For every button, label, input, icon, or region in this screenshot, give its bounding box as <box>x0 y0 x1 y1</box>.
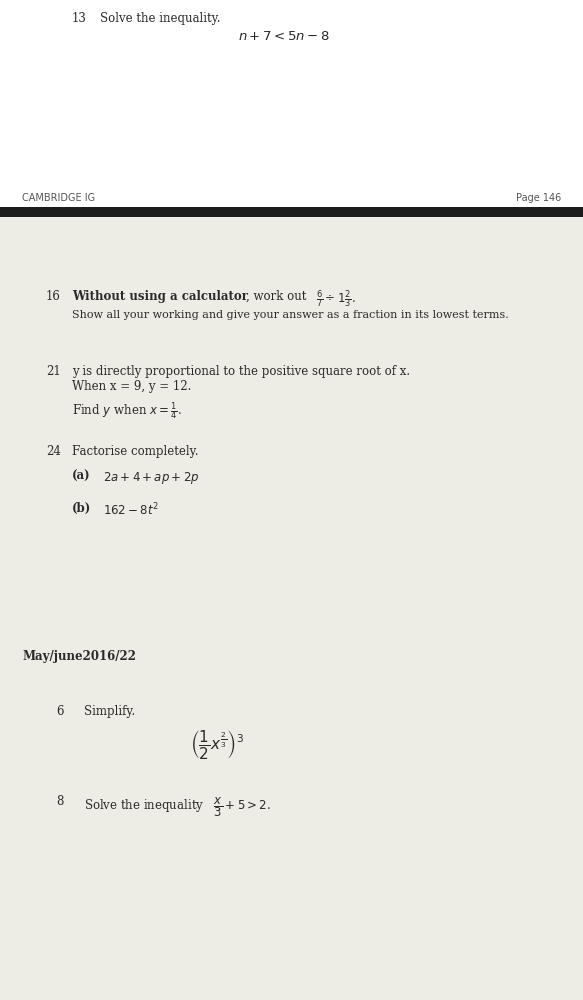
Bar <box>0 0 583 207</box>
Text: 6: 6 <box>56 705 64 718</box>
Text: Solve the inequality   $\dfrac{x}{3}+5>2$.: Solve the inequality $\dfrac{x}{3}+5>2$. <box>84 795 271 819</box>
Text: Find $y$ when $x = \frac{1}{4}$.: Find $y$ when $x = \frac{1}{4}$. <box>72 400 182 422</box>
Text: Show all your working and give your answer as a fraction in its lowest terms.: Show all your working and give your answ… <box>72 310 509 320</box>
Text: 24: 24 <box>46 445 61 458</box>
Text: Page 146: Page 146 <box>516 193 561 203</box>
Bar <box>0 217 583 1000</box>
Text: y is directly proportional to the positive square root of x.: y is directly proportional to the positi… <box>72 365 410 378</box>
Text: 8: 8 <box>56 795 64 808</box>
Text: $\left(\dfrac{1}{2}x^{\frac{2}{3}}\right)^3$: $\left(\dfrac{1}{2}x^{\frac{2}{3}}\right… <box>190 728 244 761</box>
Text: Factorise completely.: Factorise completely. <box>72 445 198 458</box>
Text: 21: 21 <box>46 365 61 378</box>
Text: Simplify.: Simplify. <box>84 705 135 718</box>
Text: $2a+4+ap+2p$: $2a+4+ap+2p$ <box>103 470 199 486</box>
Text: 13: 13 <box>72 12 87 25</box>
Text: May/june2016/22: May/june2016/22 <box>22 650 136 663</box>
Text: , work out: , work out <box>246 290 310 303</box>
Bar <box>0 207 583 217</box>
Text: (b): (b) <box>72 502 92 515</box>
Text: Without using a calculator: Without using a calculator <box>72 290 248 303</box>
Text: Solve the inequality.: Solve the inequality. <box>100 12 220 25</box>
Text: When x = 9, y = 12.: When x = 9, y = 12. <box>72 380 191 393</box>
Text: 16: 16 <box>46 290 61 303</box>
Text: $n+7 < 5n-8$: $n+7 < 5n-8$ <box>238 30 330 43</box>
Text: (a): (a) <box>72 470 90 483</box>
Text: CAMBRIDGE IG: CAMBRIDGE IG <box>22 193 95 203</box>
Text: $\frac{6}{7} \div 1\frac{2}{3}$.: $\frac{6}{7} \div 1\frac{2}{3}$. <box>316 288 356 310</box>
Text: $162-8t^2$: $162-8t^2$ <box>103 502 159 519</box>
